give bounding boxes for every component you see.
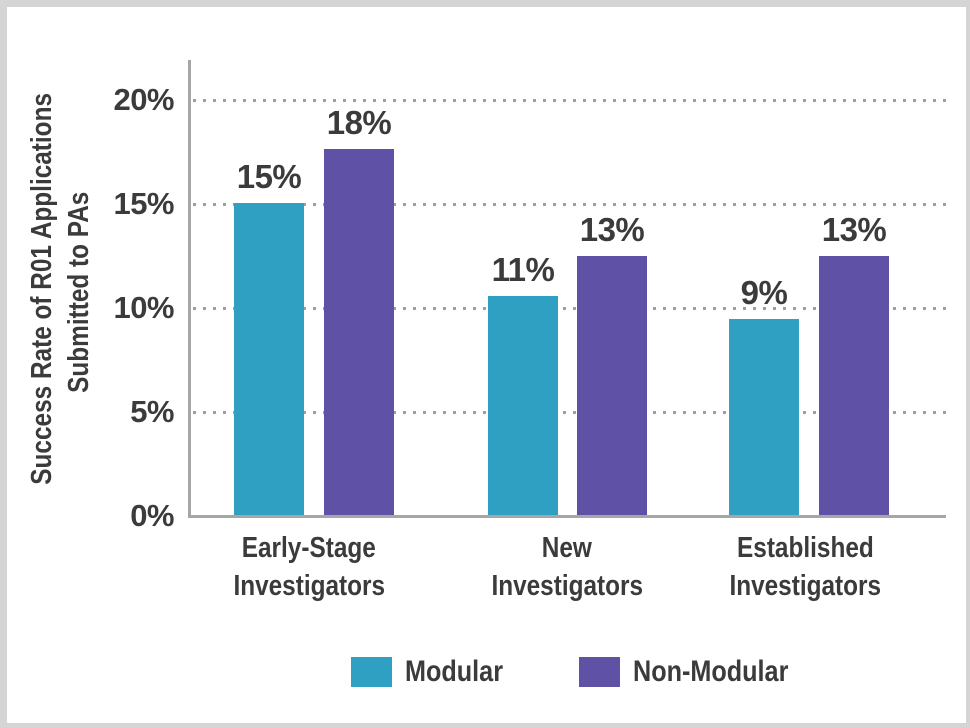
x-category-label-text: Investigators [233,570,385,602]
bar-modular-2 [729,319,799,515]
legend-swatch-non-modular [579,657,620,687]
gridline-5 [193,410,946,414]
legend-label-non-modular: Non-Modular [633,655,818,689]
x-category-label-text: Established [736,532,874,564]
x-axis-line [188,515,946,518]
legend-label-text: Non-Modular [633,655,789,688]
x-category-label-0: Early-Stage Investigators [189,529,429,605]
chart-canvas: Success Rate of R01 Applications Submitt… [7,7,966,723]
x-category-label-text: Investigators [729,570,881,602]
x-category-label-2-line1: Established [685,529,925,567]
bar-value-label-modular-2: 9% [740,274,788,311]
x-category-label-2: Established Investigators [685,529,925,605]
x-category-label-1: New Investigators [447,529,687,605]
y-tick-label-0: 0% [130,498,174,533]
y-tick-label-20: 20% [113,82,174,118]
x-category-label-text: Investigators [491,570,643,602]
bar-value-label-non-modular-0: 18% [326,104,392,141]
gridline-10 [193,306,946,310]
gridline-20 [193,98,946,102]
x-category-label-2-line2: Investigators [685,567,925,605]
y-axis-line [188,60,191,518]
y-tick-label-15: 15% [113,186,174,222]
x-category-label-1-line1: New [447,529,687,567]
legend-item-non-modular: Non-Modular [579,655,818,689]
y-tick-label-5: 5% [130,394,174,430]
bar-non-modular-1 [577,256,647,515]
x-category-label-0-line2: Investigators [189,567,429,605]
bar-non-modular-2 [819,256,889,515]
legend-item-modular: Modular [351,655,522,689]
y-tick-label-10: 10% [113,290,174,326]
bar-non-modular-0 [324,149,394,515]
bar-value-label-non-modular-1: 13% [579,211,645,248]
legend-label-text: Modular [405,655,504,688]
x-category-label-text: New [541,532,593,564]
bar-modular-0 [234,203,304,515]
legend-swatch-modular [351,657,392,687]
gridline-15 [193,202,946,206]
x-category-label-1-line2: Investigators [447,567,687,605]
x-category-label-0-line1: Early-Stage [189,529,429,567]
bar-modular-1 [488,296,558,515]
legend-label-modular: Modular [405,655,522,689]
bar-value-label-modular-0: 15% [236,158,302,195]
bar-value-label-modular-1: 11% [491,251,555,288]
bar-value-label-non-modular-2: 13% [821,211,887,248]
x-category-label-text: Early-Stage [241,532,377,564]
